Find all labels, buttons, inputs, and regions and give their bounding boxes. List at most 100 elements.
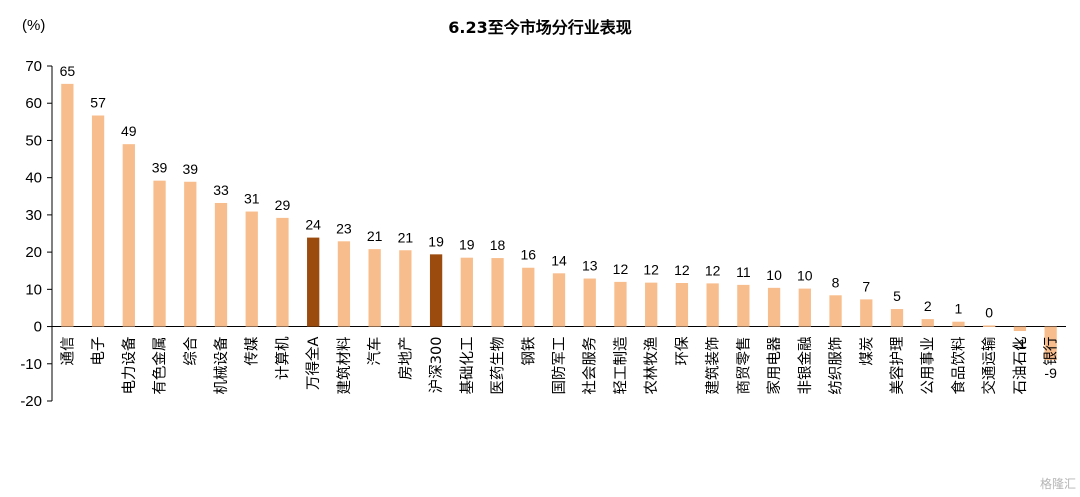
x-category-label: 基础化工: [459, 337, 476, 395]
bar: [737, 284, 750, 327]
data-label: 23: [336, 220, 352, 236]
data-label: 16: [520, 247, 536, 263]
bar: [276, 217, 289, 327]
x-category-label: 纺织服饰: [828, 337, 845, 395]
data-label: 33: [213, 182, 229, 198]
y-tick-label: 0: [34, 319, 42, 336]
bar: [921, 319, 934, 327]
bar: [91, 115, 105, 327]
data-label: 12: [674, 262, 690, 278]
bar: [829, 295, 842, 327]
y-tick-label: 60: [25, 95, 42, 112]
data-label: 19: [428, 233, 444, 249]
x-category-label: 电力设备: [121, 336, 138, 394]
x-category-label: 建筑装饰: [705, 337, 722, 395]
y-tick-label: 20: [25, 244, 42, 261]
bar: [399, 250, 412, 327]
data-label: 39: [182, 161, 198, 177]
x-category-label: 计算机: [274, 336, 291, 380]
bar: [122, 144, 135, 327]
x-category-label: 社会服务: [582, 337, 599, 395]
x-category-label: 沪深300: [428, 337, 445, 394]
bar: [184, 181, 197, 327]
x-category-label: 商贸零售: [735, 337, 752, 395]
x-category-label: 食品饮料: [950, 337, 967, 395]
data-label: 0: [985, 304, 993, 320]
x-category-label: 煤炭: [858, 337, 875, 366]
bar: [614, 281, 627, 327]
x-category-label: 综合: [182, 336, 199, 365]
data-label: 65: [60, 63, 76, 79]
data-label: 7: [862, 278, 870, 294]
x-category-label: 万得全A: [304, 336, 322, 389]
bar: [706, 283, 719, 327]
x-category-label: 美容护理: [889, 336, 906, 394]
x-category-label: 家用电器: [766, 336, 783, 394]
bar: [491, 258, 504, 327]
data-label: 11: [736, 264, 751, 280]
x-category-label: 房地产: [397, 337, 414, 381]
x-category-label: 银行: [1043, 337, 1060, 366]
data-label: 19: [459, 237, 475, 253]
x-category-label: 非银金融: [797, 337, 814, 395]
data-label: 24: [305, 217, 321, 233]
y-tick-label: 10: [25, 281, 42, 298]
bar: [675, 283, 689, 327]
data-label: 21: [367, 228, 383, 244]
data-label: 18: [490, 237, 506, 253]
bar: [429, 254, 443, 327]
bar: [1044, 326, 1057, 361]
data-label: 5: [893, 288, 901, 304]
bar: [522, 267, 535, 327]
y-tick-label: -10: [20, 356, 42, 373]
y-axis-unit-label: (%): [22, 17, 45, 34]
data-label: 31: [244, 191, 260, 207]
data-label: 57: [90, 95, 106, 111]
bar-series: [61, 83, 1057, 361]
data-label: 1: [955, 301, 963, 317]
x-category-label: 公用事业: [920, 337, 937, 395]
data-label: 13: [582, 258, 598, 274]
x-category-label: 环保: [674, 336, 691, 365]
y-tick-label: 50: [25, 132, 42, 149]
x-axis-category-labels: 通信 电子 电力设备 有色金属 综合 机械设备 传媒 计算机 万得全A 建筑材料 汽车 房地产 沪深30…: [59, 336, 1059, 395]
data-label: 29: [275, 197, 291, 213]
y-tick-label: 70: [25, 58, 42, 75]
x-category-label: 轻工制造: [612, 336, 629, 394]
watermark-text: 格隆汇: [1040, 476, 1076, 491]
x-category-label: 国防军工: [551, 337, 568, 395]
bar: [61, 83, 74, 327]
data-label: -9: [1044, 365, 1057, 381]
x-category-label: 交通运输: [980, 336, 998, 394]
bar: [1013, 326, 1027, 332]
y-tick-label: 30: [25, 207, 42, 224]
x-category-label: 电子: [90, 337, 107, 366]
x-category-label: 汽车: [367, 337, 384, 366]
bar: [767, 287, 781, 327]
y-tick-label: -20: [20, 393, 42, 410]
data-label: 8: [832, 274, 840, 290]
bar: [583, 278, 596, 327]
data-label: 14: [551, 252, 567, 268]
chart-title: 6.23至今市场分行业表现: [448, 18, 631, 37]
data-label: 21: [398, 229, 414, 245]
data-label: 39: [152, 160, 168, 176]
bar: [798, 288, 811, 327]
x-category-label: 建筑材料: [336, 337, 353, 395]
y-tick-label: 40: [25, 170, 42, 187]
bar: [245, 211, 258, 327]
bar: [153, 180, 166, 327]
data-label: 49: [121, 123, 137, 139]
bar: [552, 273, 566, 327]
x-category-label: 石油石化: [1012, 337, 1029, 395]
bar: [307, 237, 320, 327]
data-label: 12: [613, 261, 629, 277]
bar: [337, 241, 351, 327]
bar: [983, 325, 996, 327]
bar: [645, 282, 658, 327]
bar: [460, 257, 473, 327]
data-label: -1: [1014, 336, 1027, 352]
x-category-label: 医药生物: [490, 337, 507, 395]
